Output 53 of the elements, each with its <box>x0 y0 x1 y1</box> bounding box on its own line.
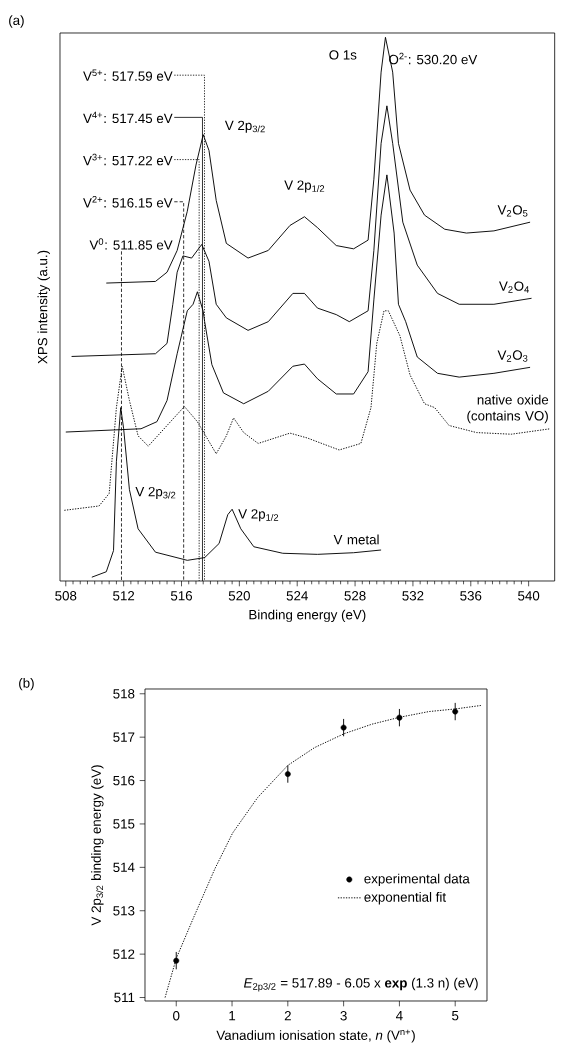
point <box>396 714 403 721</box>
annotation: O 1s <box>329 50 357 60</box>
x-tick-label: 528 <box>344 591 366 601</box>
y-tick-label: 516 <box>113 775 135 786</box>
x-tick-label: 536 <box>460 591 482 601</box>
series-label: V$_{2}$O$_{4}$ <box>499 281 529 293</box>
annotation: E$_{2p3/2}$ = 517.89 - 6.05 x exp (1.3 n) (eV) <box>243 977 478 992</box>
x-tick-label: 520 <box>228 591 250 601</box>
x-tick-label: 508 <box>55 591 77 601</box>
series-label: V$_{2}$O$_{3}$ <box>497 350 528 362</box>
x-tick-label: 516 <box>170 591 193 601</box>
y-tick-label: 514 <box>113 862 135 872</box>
ref-line-label: V$^{4+}$: 517.45 eV <box>83 111 173 124</box>
x-tick-label: 1 <box>229 1011 236 1021</box>
series-label: native oxide (contains VO) <box>467 394 549 424</box>
x-axis-title: Binding energy (eV) <box>249 609 366 623</box>
y-axis-title: XPS intensity (a.u.) <box>37 250 50 364</box>
ref-line-label: V$^{5+}$: 517.59 eV <box>83 69 173 81</box>
annotation: O$^{2-}$: 530.20 eV <box>389 52 478 65</box>
y-tick-label: 511 <box>114 992 135 1003</box>
y-tick-label: 517 <box>113 732 135 742</box>
point <box>173 957 180 964</box>
x-axis-title: Vanadium ionisation state, n (V$^{n+}$) <box>216 1029 415 1043</box>
annotation: V 2p$_{3/2}$ <box>135 486 176 499</box>
y-tick-label: 515 <box>113 819 135 829</box>
ref-line-label: V$^{0}$: 511.85 eV <box>89 238 173 250</box>
x-tick-label: 524 <box>286 591 308 601</box>
ref-line-label: V$^{2+}$: 516.15 eV <box>83 196 173 208</box>
annotation: V 2p$_{1/2}$ <box>284 180 325 193</box>
x-tick-label: 5 <box>452 1011 459 1021</box>
x-tick-label: 4 <box>396 1011 403 1021</box>
series-label: V metal <box>333 534 379 545</box>
legend-label: experimental data <box>364 873 470 887</box>
y-axis-title: V 2p$_{3/2}$ binding energy (eV) <box>91 765 104 926</box>
series-label: V$_{2}$O$_{5}$ <box>497 205 528 217</box>
point <box>340 724 347 731</box>
chart-title: (a) <box>9 15 24 28</box>
y-tick-label: 518 <box>113 689 135 699</box>
point <box>284 771 291 777</box>
ref-line-label: V$^{3+}$: 517.22 eV <box>83 153 173 166</box>
annotation: V 2p$_{1/2}$ <box>238 509 279 522</box>
legend-label: exponential fit <box>364 892 446 905</box>
annotation: V 2p$_{3/2}$ <box>224 120 265 133</box>
text: (b) <box>19 677 34 691</box>
y-tick-label: 513 <box>113 906 135 916</box>
y-tick-label: 512 <box>113 949 135 959</box>
x-tick-label: 2 <box>284 1011 291 1021</box>
point <box>452 708 459 715</box>
line-series <box>164 705 482 998</box>
x-tick-label: 3 <box>340 1011 347 1021</box>
x-tick-label: 0 <box>173 1011 180 1021</box>
x-tick-label: 532 <box>402 591 424 601</box>
x-tick-label: 540 <box>518 591 540 601</box>
